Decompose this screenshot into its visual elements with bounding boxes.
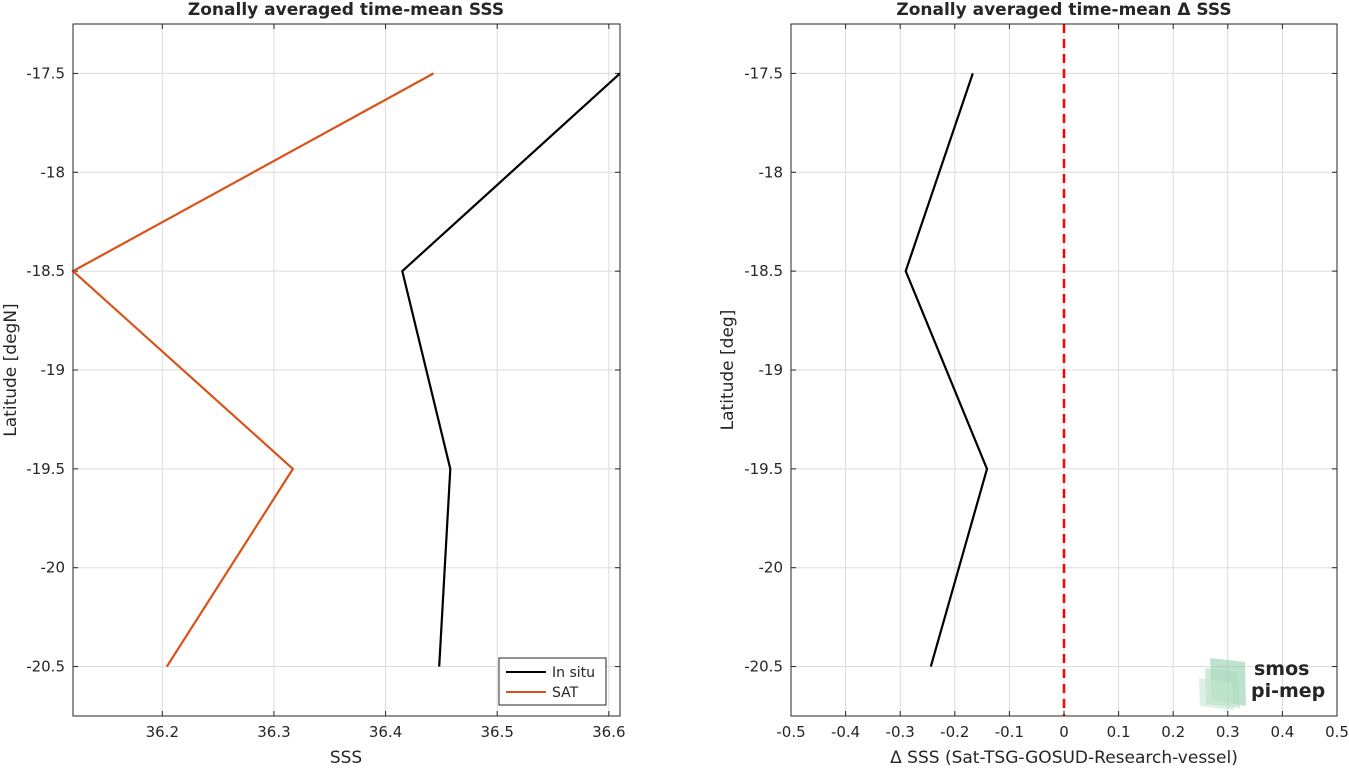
sss-ylabel: Latitude [degN] bbox=[1, 303, 21, 436]
sss-y-tick-label: -19.5 bbox=[26, 460, 65, 478]
sss-xlabel: SSS bbox=[330, 748, 362, 765]
delta-title: Zonally averaged time-mean Δ SSS bbox=[896, 0, 1231, 20]
delta-y-tick-label: -20.5 bbox=[744, 658, 783, 676]
delta-x-tick-label: -0.5 bbox=[776, 723, 805, 741]
delta-y-tick-label: -18 bbox=[759, 163, 784, 181]
delta-x-tick-label: 0.5 bbox=[1325, 723, 1349, 741]
sss-x-tick-label: 36.3 bbox=[257, 723, 290, 741]
logo-text-pi-mep: pi-mep bbox=[1251, 680, 1325, 702]
sss-y-tick-label: -17.5 bbox=[26, 64, 65, 82]
delta-x-tick-label: 0.4 bbox=[1270, 723, 1294, 741]
sss-y-tick-label: -19 bbox=[41, 361, 66, 379]
delta-y-tick-label: -20 bbox=[759, 559, 784, 577]
sss-x-tick-label: 36.4 bbox=[369, 723, 402, 741]
sss-y-tick-label: -20.5 bbox=[26, 658, 65, 676]
delta-x-tick-label: 0.1 bbox=[1107, 723, 1131, 741]
delta-y-tick-label: -19 bbox=[759, 361, 784, 379]
sss-x-tick-label: 36.2 bbox=[146, 723, 179, 741]
sss-panel: 36.2 36.3 36.4 36.5 36.6 -17.5 -18 -18.5 -19 -19.… bbox=[1, 0, 626, 765]
legend-label-sat: SAT bbox=[552, 685, 579, 701]
legend-label-in-situ: In situ bbox=[552, 665, 595, 681]
delta-x-tick-label: 0.3 bbox=[1216, 723, 1240, 741]
delta-y-tick-label: -19.5 bbox=[744, 460, 783, 478]
delta-sss-panel: -0.5 -0.4 -0.3 -0.2 -0.1 0 0.1 0.2 0.3 0.4 0.5 -17.… bbox=[718, 0, 1349, 765]
delta-x-tick-label: -0.4 bbox=[831, 723, 860, 741]
sss-x-tick-label: 36.6 bbox=[592, 723, 625, 741]
sss-y-tick-label: -18 bbox=[41, 163, 66, 181]
sss-x-tick-label: 36.5 bbox=[481, 723, 514, 741]
sss-y-tick-label: -20 bbox=[41, 559, 66, 577]
delta-y-tick-label: -17.5 bbox=[744, 64, 783, 82]
delta-x-tick-label: 0.2 bbox=[1161, 723, 1185, 741]
delta-y-tick-label: -18.5 bbox=[744, 262, 783, 280]
delta-x-tick-label: 0 bbox=[1059, 723, 1069, 741]
delta-x-tick-label: -0.3 bbox=[886, 723, 915, 741]
sss-title: Zonally averaged time-mean SSS bbox=[188, 0, 504, 20]
delta-x-tick-label: -0.1 bbox=[995, 723, 1024, 741]
delta-x-tick-label: -0.2 bbox=[940, 723, 969, 741]
logo-text-smos: smos bbox=[1254, 658, 1309, 680]
delta-ylabel: Latitude [deg] bbox=[718, 310, 738, 431]
sss-legend: In situ SAT bbox=[499, 658, 606, 705]
sss-y-tick-label: -18.5 bbox=[26, 262, 65, 280]
delta-xlabel: Δ SSS (Sat-TSG-GOSUD-Research-vessel) bbox=[890, 748, 1238, 765]
